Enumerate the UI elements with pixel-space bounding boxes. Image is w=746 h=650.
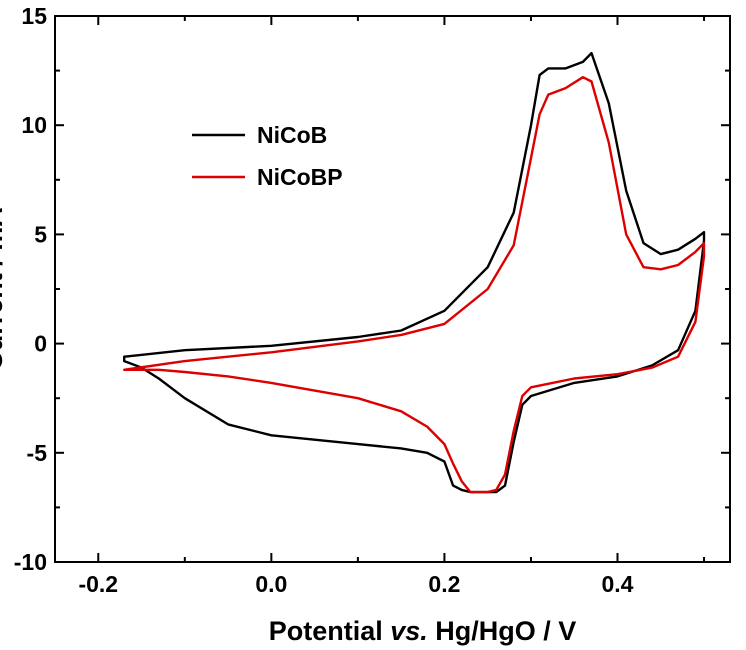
x-tick-label: 0.4 (602, 571, 634, 597)
x-axis-title: Potential vs. Hg/HgO / V (269, 616, 577, 646)
y-tick-label: -5 (27, 440, 48, 466)
y-axis-title: Current / mA (0, 207, 8, 371)
y-tick-label: 0 (34, 331, 47, 357)
legend-label-nicobp: NiCoBP (257, 164, 343, 190)
y-tick-label: -10 (14, 549, 47, 575)
x-tick-label: -0.2 (78, 571, 118, 597)
legend-label-nicob: NiCoB (257, 122, 327, 148)
series-line-nicob (123, 51, 706, 494)
y-tick-label: 15 (21, 3, 47, 29)
y-tick-label: 10 (21, 112, 47, 138)
y-tick-label: 5 (34, 221, 47, 247)
x-tick-label: 0.0 (255, 571, 287, 597)
x-tick-label: 0.2 (428, 571, 460, 597)
plot-area-border (54, 15, 731, 563)
series-line-nicobp (123, 76, 706, 494)
